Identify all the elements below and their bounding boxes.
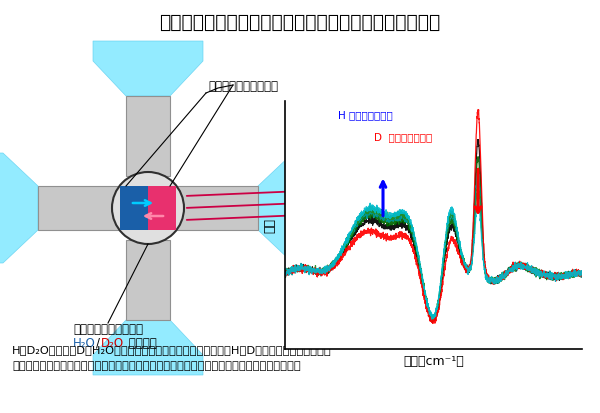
Polygon shape (93, 41, 203, 96)
Bar (120, 186, 148, 230)
Text: 拡散が進むにつれて変化する。濃度の時間変化測定から拡散速度（拡散係数）が求められる。: 拡散が進むにつれて変化する。濃度の時間変化測定から拡散速度（拡散係数）が求められ… (12, 361, 301, 371)
Text: /: / (96, 337, 100, 350)
Text: D  伸縮振動ピーク: D 伸縮振動ピーク (374, 132, 433, 142)
Bar (148, 186, 176, 230)
Bar (126, 186, 170, 230)
Text: 試料室中に作成された: 試料室中に作成された (73, 323, 143, 336)
X-axis label: 波数（cm⁻¹）: 波数（cm⁻¹） (403, 354, 464, 368)
Bar (126, 96, 170, 176)
Text: ダイヤモンドアンビル: ダイヤモンドアンビル (208, 80, 278, 93)
Text: D₂O: D₂O (101, 337, 124, 350)
Text: H 伸縮振動ピーク: H 伸縮振動ピーク (338, 110, 393, 120)
Bar (38, 186, 126, 230)
Bar (170, 186, 258, 230)
Polygon shape (93, 320, 203, 375)
Bar (126, 240, 170, 320)
Polygon shape (258, 153, 313, 263)
Ellipse shape (112, 172, 184, 244)
Text: 水二層膜: 水二層膜 (125, 337, 157, 350)
Text: 高圧セル中で加圧された氷中のプロトン拡散過程の観測: 高圧セル中で加圧された氷中のプロトン拡散過程の観測 (160, 13, 440, 32)
Y-axis label: 強度: 強度 (263, 218, 277, 233)
Polygon shape (0, 153, 38, 263)
Text: H₂O: H₂O (73, 337, 96, 350)
Text: HはD₂O氷中を、DはH₂O氷中を互いに拡散していく。氷背面のHとDの濃度（ピーク強度）は: HはD₂O氷中を、DはH₂O氷中を互いに拡散していく。氷背面のHとDの濃度（ピー… (12, 345, 332, 355)
